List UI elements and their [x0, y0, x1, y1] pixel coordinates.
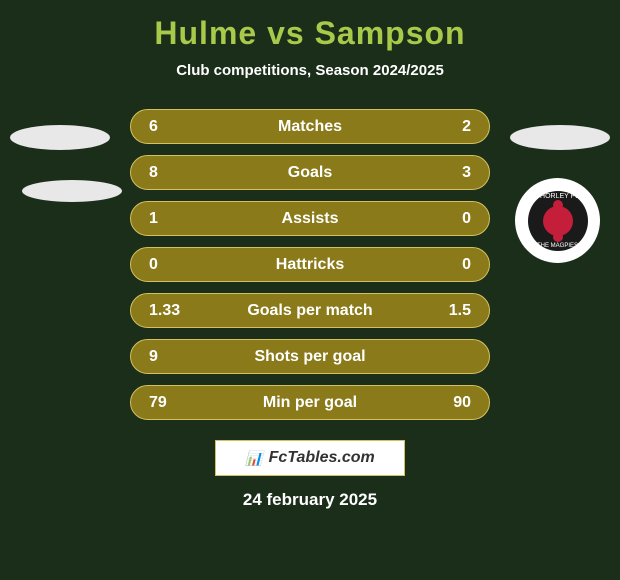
badge-inner: CHORLEY FC THE MAGPIES [528, 191, 588, 251]
stat-row: 8 Goals 3 [130, 155, 490, 190]
team-badge-right: CHORLEY FC THE MAGPIES [515, 178, 600, 263]
stat-value-left: 8 [149, 164, 158, 182]
stat-value-right: 0 [462, 256, 471, 274]
stat-label: Min per goal [263, 394, 357, 412]
logo-text: FcTables.com [269, 449, 375, 467]
stat-label: Assists [282, 210, 339, 228]
stat-row: 9 Shots per goal [130, 339, 490, 374]
stat-value-right: 3 [462, 164, 471, 182]
stat-row: 1.33 Goals per match 1.5 [130, 293, 490, 328]
team-ellipse-left-2 [22, 180, 122, 202]
stat-row: 0 Hattricks 0 [130, 247, 490, 282]
stat-label: Shots per goal [254, 348, 365, 366]
stat-value-right: 0 [462, 210, 471, 228]
fctables-logo: 📊 FcTables.com [215, 440, 405, 476]
chart-icon: 📊 [245, 450, 262, 467]
stats-container: 6 Matches 2 8 Goals 3 1 Assists 0 0 Hatt… [130, 109, 490, 420]
stat-value-left: 79 [149, 394, 167, 412]
stat-value-left: 1 [149, 210, 158, 228]
stat-label: Matches [278, 118, 342, 136]
badge-text-bottom: THE MAGPIES [528, 243, 588, 249]
stat-value-left: 1.33 [149, 302, 180, 320]
team-ellipse-left-1 [10, 125, 110, 150]
stat-row: 6 Matches 2 [130, 109, 490, 144]
stat-value-left: 6 [149, 118, 158, 136]
stat-value-right: 1.5 [449, 302, 471, 320]
stat-value-left: 0 [149, 256, 158, 274]
team-ellipse-right-1 [510, 125, 610, 150]
rose-icon [543, 206, 573, 236]
stat-row: 1 Assists 0 [130, 201, 490, 236]
badge-text-top: CHORLEY FC [528, 193, 588, 200]
page-title: Hulme vs Sampson [0, 0, 620, 52]
stat-label: Hattricks [276, 256, 344, 274]
date-text: 24 february 2025 [0, 490, 620, 510]
stat-row: 79 Min per goal 90 [130, 385, 490, 420]
stat-label: Goals [288, 164, 332, 182]
stat-value-right: 90 [453, 394, 471, 412]
stat-value-left: 9 [149, 348, 158, 366]
stat-label: Goals per match [247, 302, 372, 320]
subtitle: Club competitions, Season 2024/2025 [0, 62, 620, 79]
stat-value-right: 2 [462, 118, 471, 136]
